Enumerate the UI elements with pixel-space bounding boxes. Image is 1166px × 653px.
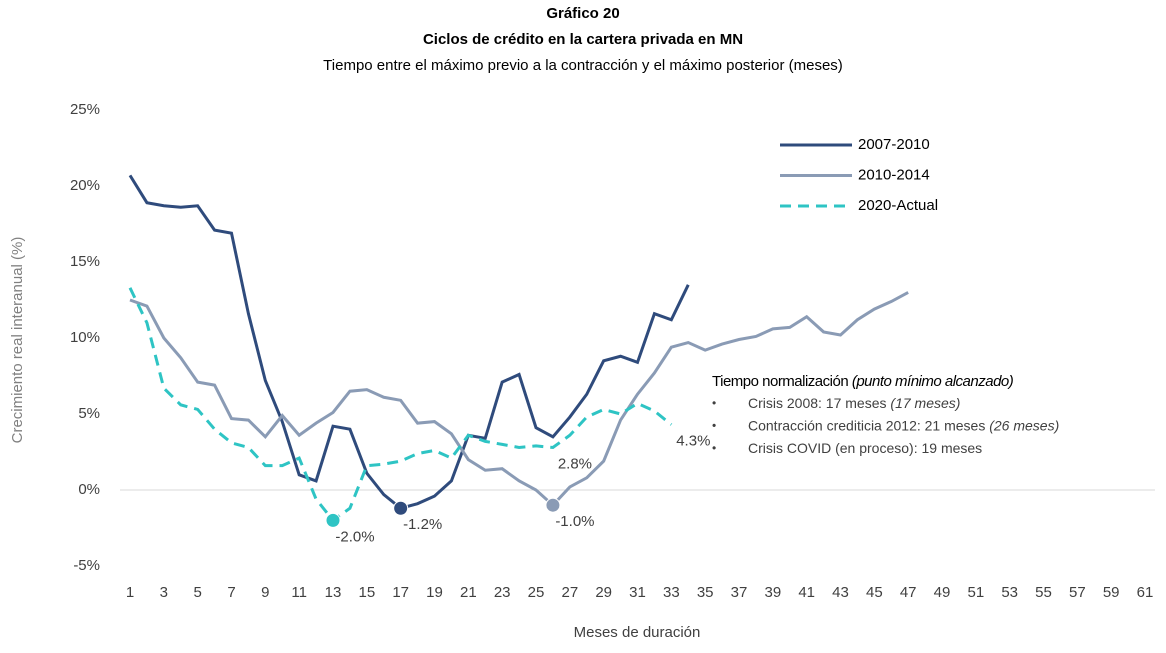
y-tick-label: 25% bbox=[70, 101, 100, 118]
x-tick-label: 53 bbox=[1001, 584, 1018, 601]
bullet: • bbox=[712, 419, 716, 433]
legend-label: 2020-Actual bbox=[858, 197, 938, 214]
data-label: -2.0% bbox=[335, 528, 374, 545]
x-tick-label: 45 bbox=[866, 584, 883, 601]
series-line bbox=[129, 291, 909, 508]
y-tick-label: 20% bbox=[70, 177, 100, 194]
x-tick-label: 35 bbox=[697, 584, 714, 601]
bullet: • bbox=[712, 396, 716, 410]
note-item: Crisis COVID (en proceso): 19 meses bbox=[748, 440, 982, 456]
x-tick-label: 21 bbox=[460, 584, 477, 601]
note-item: Contracción crediticia 2012: 21 meses (2… bbox=[748, 417, 1059, 433]
x-tick-label: 31 bbox=[629, 584, 646, 601]
series-line bbox=[128, 174, 690, 510]
legend-label: 2007-2010 bbox=[858, 136, 930, 153]
series-line bbox=[128, 287, 673, 523]
x-tick-label: 7 bbox=[227, 584, 235, 601]
x-tick-label: 33 bbox=[663, 584, 680, 601]
chart-title: Ciclos de crédito en la cartera privada … bbox=[423, 31, 743, 48]
x-tick-label: 9 bbox=[261, 584, 269, 601]
x-tick-label: 3 bbox=[160, 584, 168, 601]
data-label: -1.2% bbox=[403, 516, 442, 533]
y-tick-label: -5% bbox=[73, 557, 100, 574]
x-tick-label: 23 bbox=[494, 584, 511, 601]
x-tick-label: 51 bbox=[967, 584, 984, 601]
x-tick-label: 61 bbox=[1137, 584, 1154, 601]
bullet: • bbox=[712, 441, 716, 455]
x-tick-label: 49 bbox=[934, 584, 951, 601]
x-tick-label: 25 bbox=[528, 584, 545, 601]
data-label: 4.3% bbox=[676, 433, 710, 450]
note-heading-note: (punto mínimo alcanzado) bbox=[852, 373, 1014, 390]
x-tick-label: 29 bbox=[595, 584, 612, 601]
y-axis-label: Crecimiento real interanual (%) bbox=[9, 237, 26, 444]
x-tick-label: 17 bbox=[392, 584, 409, 601]
x-tick-label: 37 bbox=[731, 584, 748, 601]
x-tick-label: 15 bbox=[358, 584, 375, 601]
min-marker bbox=[393, 500, 409, 516]
x-tick-label: 11 bbox=[291, 584, 307, 601]
note-item-note: (26 meses) bbox=[989, 417, 1059, 433]
x-tick-label: 13 bbox=[325, 584, 342, 601]
y-tick-label: 15% bbox=[70, 253, 100, 270]
note-heading-text: Tiempo normalización bbox=[712, 373, 848, 390]
x-tick-label: 59 bbox=[1103, 584, 1120, 601]
x-tick-label: 1 bbox=[126, 584, 134, 601]
x-tick-label: 5 bbox=[193, 584, 201, 601]
data-label: -1.0% bbox=[555, 513, 594, 530]
x-tick-label: 19 bbox=[426, 584, 443, 601]
note-item-text: Crisis 2008: 17 meses bbox=[748, 395, 887, 411]
note-item-text: Contracción crediticia 2012: 21 meses bbox=[748, 417, 985, 433]
x-axis-label: Meses de duración bbox=[574, 624, 701, 641]
x-tick-label: 55 bbox=[1035, 584, 1052, 601]
y-tick-label: 10% bbox=[70, 329, 100, 346]
y-tick-label: 0% bbox=[78, 481, 100, 498]
chart-subtitle: Tiempo entre el máximo previo a la contr… bbox=[323, 57, 843, 74]
min-marker bbox=[545, 497, 561, 513]
chart-title: Gráfico 20 bbox=[546, 5, 619, 22]
x-tick-label: 39 bbox=[764, 584, 781, 601]
legend-label: 2010-2014 bbox=[858, 166, 930, 183]
note-heading: Tiempo normalización (punto mínimo alcan… bbox=[712, 373, 1014, 390]
data-label: 2.8% bbox=[558, 455, 592, 472]
x-tick-label: 47 bbox=[900, 584, 917, 601]
x-tick-label: 43 bbox=[832, 584, 849, 601]
x-tick-label: 57 bbox=[1069, 584, 1086, 601]
x-tick-label: 27 bbox=[561, 584, 578, 601]
note-item: Crisis 2008: 17 meses (17 meses) bbox=[748, 395, 960, 411]
min-marker bbox=[325, 512, 341, 528]
note-item-text: Crisis COVID (en proceso): 19 meses bbox=[748, 440, 982, 456]
y-tick-label: 5% bbox=[78, 405, 100, 422]
note-item-note: (17 meses) bbox=[890, 395, 960, 411]
x-tick-label: 41 bbox=[798, 584, 815, 601]
